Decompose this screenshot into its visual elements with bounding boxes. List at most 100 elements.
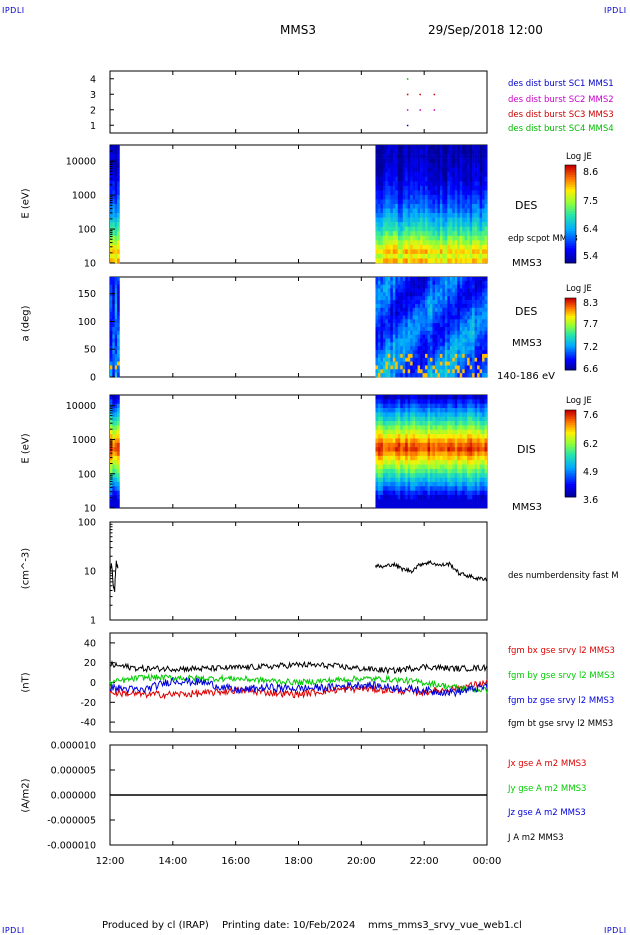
spectrogram-cell <box>110 425 113 431</box>
spectrogram-cell <box>397 204 401 209</box>
spectrogram-cell <box>472 490 475 496</box>
spectrogram-cell <box>425 357 428 362</box>
spectrogram-cell <box>405 429 408 435</box>
spectrogram-cell <box>392 473 396 478</box>
spectrogram-cell <box>402 284 406 289</box>
spectrogram-cell <box>412 288 416 293</box>
spectrogram-cell <box>375 494 379 500</box>
spectrogram-cell <box>464 277 468 282</box>
colorbar-2-segment <box>565 361 576 364</box>
spectrogram-cell <box>114 403 118 409</box>
spectrogram-cell <box>407 412 411 418</box>
spectrogram-cell <box>397 481 401 487</box>
spectrogram-cell <box>469 204 473 209</box>
spectrogram-cell <box>415 258 418 264</box>
spectrogram-cell <box>402 494 406 500</box>
spectrogram-cell <box>454 327 458 332</box>
spectrogram-cell <box>377 455 381 461</box>
spectrogram-cell <box>400 303 404 309</box>
colorbar-2-segment <box>565 344 576 347</box>
spectrogram-cell <box>484 408 488 413</box>
spectrogram-cell <box>392 342 396 347</box>
spectrogram-cell <box>412 277 416 282</box>
colorbar-3-segment <box>565 414 576 417</box>
spectrogram-cell <box>112 365 116 370</box>
spectrogram-cell <box>472 154 475 159</box>
spectrogram-cell <box>405 172 408 178</box>
spectrogram-cell <box>395 434 399 439</box>
spectrogram-cell <box>380 303 384 309</box>
spectrogram-cell <box>417 365 421 370</box>
spectrogram-cell <box>467 365 470 370</box>
spectrogram-cell <box>407 468 411 474</box>
spectrogram-cell <box>114 226 118 232</box>
spectrogram-cell <box>467 235 470 241</box>
spectrogram-cell <box>377 145 381 150</box>
spectrogram-cell <box>400 460 404 465</box>
spectrogram-cell <box>377 416 381 422</box>
spectrogram-cell <box>477 353 480 359</box>
spectrogram-cell <box>469 373 473 378</box>
spectrogram-cell <box>430 185 433 191</box>
spectrogram-cell <box>432 213 436 218</box>
spectrogram-cell <box>472 403 475 409</box>
spectrogram-cell <box>392 451 396 457</box>
spectrogram-cell <box>427 244 431 250</box>
spectrogram-cell <box>479 369 483 374</box>
spectrogram-cell <box>410 373 413 378</box>
spectrogram-cell <box>442 172 446 178</box>
spectrogram-cell <box>477 451 480 457</box>
spectrogram-cell <box>452 473 456 478</box>
spectrogram-cell <box>439 353 443 359</box>
spectrogram-cell <box>444 342 448 347</box>
spectrogram-cell <box>390 342 394 347</box>
spectrogram-cell <box>422 481 426 487</box>
spectrogram-cell <box>412 408 416 413</box>
spectrogram-cell <box>380 288 384 293</box>
spectrogram-cell <box>407 403 411 409</box>
spectrogram-cell <box>444 249 448 255</box>
spectrogram-cell <box>407 244 411 250</box>
spectrogram-cell <box>417 451 421 457</box>
spectrogram-cell <box>472 353 475 359</box>
spectrogram-cell <box>380 300 384 305</box>
spectrogram-cell <box>392 288 396 293</box>
spectrogram-cell <box>464 226 468 232</box>
spectrogram-cell <box>410 292 413 297</box>
colorbar-2-segment <box>565 359 576 362</box>
spectrogram-cell <box>420 249 423 255</box>
spectrogram-cell <box>117 154 120 159</box>
spectrogram-cell <box>114 296 118 301</box>
spectrogram-cell <box>479 338 483 343</box>
spectrogram-cell <box>114 451 118 457</box>
spectrogram-cell <box>447 334 451 339</box>
spectrogram-cell <box>397 327 401 332</box>
spectrogram-cell <box>425 176 428 182</box>
spectrogram-cell <box>402 292 406 297</box>
spectrogram-cell <box>117 494 120 500</box>
spectrogram-cell <box>425 311 428 316</box>
spectrogram-cell <box>467 323 470 328</box>
spectrogram-cell <box>405 353 408 359</box>
spectrogram-cell <box>472 334 475 339</box>
spectrogram-cell <box>422 499 426 504</box>
spectrogram-cell <box>377 395 381 400</box>
spectrogram-cell <box>405 194 408 200</box>
spectrogram-cell <box>114 181 118 187</box>
spectrogram-cell <box>472 468 475 474</box>
spectrogram-cell <box>110 327 113 332</box>
spectrogram-cell <box>377 503 381 509</box>
spectrogram-cell <box>477 300 480 305</box>
spectrogram-cell <box>449 240 453 246</box>
spectrogram-cell <box>469 334 473 339</box>
spectrogram-cell <box>422 416 426 422</box>
spectrogram-cell <box>114 213 118 218</box>
spectrogram-cell <box>457 280 461 285</box>
spectrogram-cell <box>375 226 379 232</box>
spectrogram-cell <box>477 222 480 227</box>
spectrogram-cell <box>420 190 423 196</box>
spectrogram-cell <box>117 284 120 289</box>
spectrogram-cell <box>462 315 465 320</box>
spectrogram-cell <box>417 490 421 496</box>
spectrogram-cell <box>377 222 381 227</box>
